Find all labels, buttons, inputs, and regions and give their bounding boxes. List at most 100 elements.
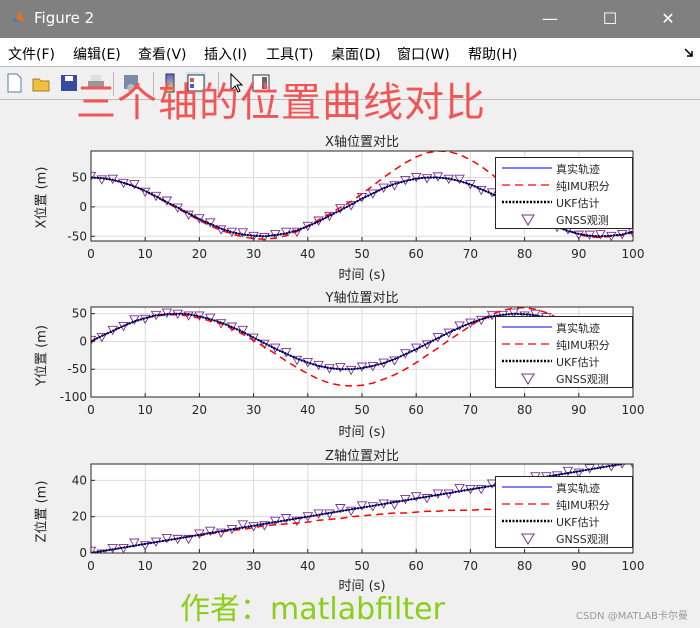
gnss-marker	[91, 546, 97, 553]
gnss-marker	[335, 504, 346, 514]
gnss-marker	[237, 520, 249, 530]
gnss-marker	[161, 308, 173, 319]
y-tick-label: -50	[67, 362, 87, 376]
legend-entry: 真实轨迹	[502, 163, 600, 176]
x-axis-label-z: 时间 (s)	[338, 579, 386, 594]
y-tick-label: 0	[79, 334, 87, 348]
toolbar-separator	[113, 72, 114, 96]
menu-view[interactable]: 查看(V)	[138, 47, 187, 63]
menu-tools[interactable]: 工具(T)	[266, 47, 314, 63]
menu-edit[interactable]: 编辑(E)	[73, 47, 121, 63]
legend-entry: 真实轨迹	[502, 322, 600, 335]
save-icon[interactable]	[59, 72, 79, 94]
gnss-marker	[96, 549, 108, 553]
x-tick-label: 0	[87, 559, 95, 573]
x-tick-label: 50	[354, 403, 369, 417]
author-overlay: 作者：matlabfilter	[180, 592, 445, 627]
legend-y[interactable]: 真实轨迹 纯IMU积分 UKF估计 GNSS观测	[495, 316, 633, 388]
menu-file[interactable]: 文件(F)	[8, 47, 55, 63]
x-tick-label: 90	[571, 559, 586, 573]
menu-desktop[interactable]: 桌面(D)	[331, 47, 381, 63]
x-tick-label: 40	[300, 403, 315, 417]
gnss-marker	[259, 233, 270, 241]
gnss-marker	[280, 514, 292, 524]
x-tick-label: 60	[409, 559, 424, 573]
x-tick-label: 70	[463, 403, 478, 417]
x-tick-label: 70	[463, 559, 478, 573]
gnss-marker	[356, 501, 368, 511]
menu-insert[interactable]: 插入(I)	[204, 47, 248, 63]
axes-box	[90, 306, 634, 398]
gnss-marker	[475, 484, 487, 495]
menu-window[interactable]: 窗口(W)	[397, 47, 450, 63]
gnss-marker	[454, 484, 465, 494]
x-tick-label: 0	[87, 247, 95, 261]
axes-box	[90, 150, 634, 242]
y-tick-label: 40	[72, 473, 87, 487]
x-tick-label: 30	[246, 403, 261, 417]
x-tick-label: 30	[246, 559, 261, 573]
gnss-marker	[204, 526, 216, 537]
gnss-marker	[421, 494, 433, 504]
x-tick-label: 10	[138, 247, 153, 261]
x-tick-label: 90	[571, 403, 586, 417]
legend-x[interactable]: 真实轨迹 纯IMU积分 UKF估计 GNSS观测	[495, 157, 633, 229]
open-icon[interactable]	[31, 72, 51, 94]
gnss-marker	[573, 468, 585, 478]
gnss-marker	[335, 363, 346, 373]
gnss-marker	[215, 528, 227, 538]
x-tick-label: 100	[622, 403, 645, 417]
gnss-marker	[91, 171, 97, 182]
legend-entry: 纯IMU积分	[502, 180, 610, 193]
legend-entry: GNSS观测	[496, 370, 632, 386]
x-tick-label: 80	[517, 403, 532, 417]
link-plot-icon[interactable]	[121, 72, 141, 94]
maximize-button[interactable]: ☐	[602, 9, 618, 28]
x-tick-label: 70	[463, 247, 478, 261]
pointer-icon[interactable]	[226, 72, 246, 94]
window-title: Figure 2	[34, 9, 95, 27]
x-tick-label: 10	[138, 559, 153, 573]
ukf-line	[91, 176, 633, 238]
gnss-marker	[183, 534, 194, 545]
gnss-marker	[454, 321, 465, 331]
legend-entry: 真实轨迹	[502, 482, 600, 495]
x-tick-label: 40	[300, 559, 315, 573]
print-icon[interactable]	[86, 72, 106, 94]
gnss-marker	[161, 534, 173, 544]
y-tick-label: 20	[72, 510, 87, 524]
x-tick-label: 10	[138, 403, 153, 417]
x-tick-label: 0	[87, 403, 95, 417]
legend-entry: 纯IMU积分	[502, 339, 610, 352]
title-bar: Figure 2 — ☐ ✕	[0, 0, 700, 38]
x-tick-label: 20	[192, 247, 207, 261]
gnss-marker	[96, 175, 108, 185]
gnss-marker	[237, 228, 249, 238]
property-inspector-icon[interactable]	[251, 72, 271, 94]
gnss-marker	[356, 362, 368, 372]
gnss-marker	[562, 466, 574, 477]
matlab-logo-icon	[11, 11, 25, 24]
x-tick-label: 50	[354, 247, 369, 261]
y-tick-label: 0	[79, 546, 87, 560]
x-tick-label: 40	[300, 247, 315, 261]
new-figure-icon[interactable]	[4, 72, 24, 94]
legend-icon[interactable]	[186, 72, 206, 94]
gnss-marker	[454, 174, 465, 185]
legend-z[interactable]: 真实轨迹 纯IMU积分 UKF估计 GNSS观测	[495, 476, 633, 548]
close-button[interactable]: ✕	[661, 9, 675, 28]
legend-entry: UKF估计	[502, 197, 600, 210]
gnss-marker	[291, 516, 303, 527]
gnss-marker	[389, 500, 400, 510]
imu-line	[91, 307, 633, 387]
y-tick-label: 0	[79, 200, 87, 214]
gnss-marker	[595, 230, 606, 240]
x-tick-label: 30	[246, 247, 261, 261]
minimize-button[interactable]: —	[542, 9, 558, 28]
dock-arrow-icon[interactable]	[684, 48, 694, 58]
axes-box	[90, 463, 634, 554]
menu-help[interactable]: 帮助(H)	[468, 47, 518, 63]
chart-title-y: Y轴位置对比	[325, 291, 399, 306]
colorbar-icon[interactable]	[160, 72, 180, 94]
legend-entry: UKF估计	[502, 516, 600, 529]
